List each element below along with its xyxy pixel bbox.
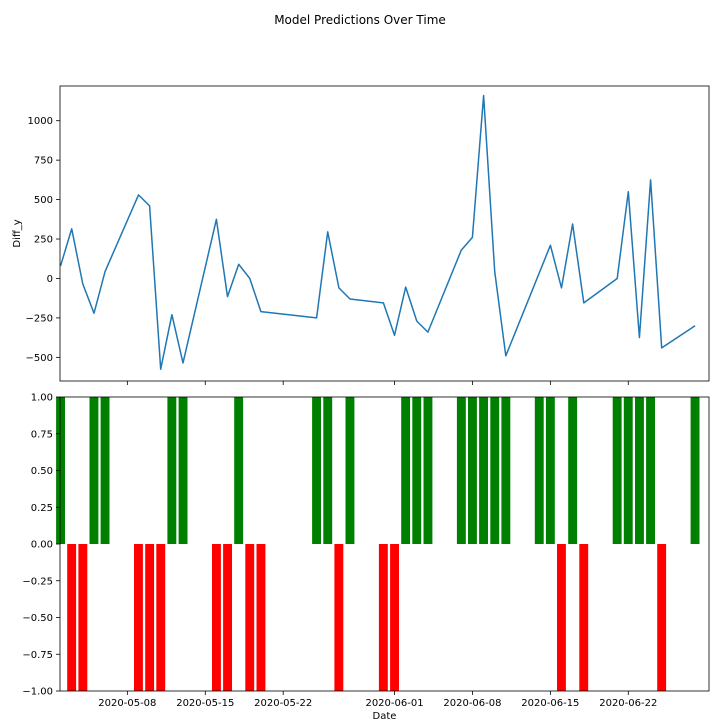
positive-bar	[635, 397, 644, 544]
bar-chart-x-tick-label: 2020-05-22	[254, 698, 312, 709]
positive-bar	[545, 397, 555, 544]
bar-chart-x-tick-label: 2020-06-15	[521, 698, 579, 709]
negative-bar	[223, 544, 232, 691]
line-chart-y-tick-label: 0	[47, 274, 53, 285]
positive-bar	[100, 397, 110, 544]
bar-chart-y-tick-label: −0.25	[22, 576, 53, 587]
positive-bar	[412, 397, 422, 544]
line-chart-y-tick-label: 250	[34, 235, 53, 246]
bar-chart-y-tick-label: 0.75	[31, 429, 53, 440]
bar-chart-y-tick-label: −0.50	[22, 613, 53, 624]
line-chart-y-tick-label: 750	[34, 156, 53, 167]
line-chart-y-tick-label: −250	[26, 313, 53, 324]
positive-bar	[479, 397, 488, 544]
bar-chart-panel: −1.00 −0.75 −0.50 −0.25 0.00 0.25 0.50 0.75 1.00…	[22, 393, 710, 720]
positive-bar	[167, 397, 177, 544]
bar-chart-x-tick-label: 2020-06-01	[365, 698, 423, 709]
line-chart-x-ticks	[126, 381, 629, 385]
diff-y-series-line	[59, 94, 696, 370]
positive-bar	[323, 397, 333, 544]
bar-chart-y-tick-label: 1.00	[31, 393, 53, 404]
bar-chart-y-ticks: −1.00 −0.75 −0.50 −0.25 0.00 0.25 0.50 0.75 1.00	[22, 393, 60, 698]
positive-bar	[468, 397, 477, 544]
positive-bar	[568, 397, 578, 544]
bar-chart-y-tick-label: 0.25	[31, 503, 53, 514]
bar-chart-frame	[59, 396, 710, 692]
line-chart-y-label: Diff_y	[12, 219, 23, 247]
positive-bar	[312, 397, 321, 544]
negative-bar	[378, 544, 388, 691]
positive-bar	[612, 397, 622, 544]
bar-chart-y-tick-label: 0.00	[31, 540, 53, 551]
line-chart-y-tick-label: −500	[26, 353, 53, 364]
negative-bar	[145, 544, 155, 691]
negative-bar	[212, 544, 221, 691]
bar-chart-marks	[56, 397, 700, 691]
figure-title: Model Predictions Over Time	[274, 13, 446, 27]
negative-bar	[390, 544, 399, 691]
negative-bar	[78, 544, 88, 691]
positive-bar	[456, 397, 466, 544]
positive-bar	[690, 397, 700, 544]
line-chart-marks	[59, 94, 696, 370]
positive-bar	[56, 397, 65, 544]
negative-bar	[256, 544, 266, 691]
positive-bar	[490, 397, 500, 544]
line-chart-frame	[59, 85, 710, 382]
positive-bar	[401, 397, 411, 544]
negative-bar	[156, 544, 166, 691]
line-chart-y-tick-label: 1000	[28, 116, 53, 127]
negative-bar	[557, 544, 566, 691]
bar-chart-x-ticks: 2020-05-08 2020-05-15 2020-05-22 2020-06-01…	[98, 691, 657, 709]
bar-chart-x-tick-label: 2020-06-08	[443, 698, 501, 709]
line-chart-y-ticks: −500 −250 0 250 500 750 1000	[26, 116, 60, 364]
bar-chart-x-label: Date	[373, 711, 397, 720]
line-chart-y-tick-label: 500	[34, 195, 53, 206]
negative-bar	[134, 544, 143, 691]
bar-chart-y-tick-label: −0.75	[22, 650, 53, 661]
line-chart-panel: −500 −250 0 250 500 750 1000 Diff_y	[12, 85, 710, 385]
positive-bar	[234, 397, 244, 544]
bar-chart-x-tick-label: 2020-05-15	[176, 698, 234, 709]
negative-bar	[657, 544, 667, 691]
bar-chart-y-tick-label: −1.00	[22, 687, 53, 698]
bar-chart-x-tick-label: 2020-05-08	[98, 698, 156, 709]
bar-chart-y-tick-label: 0.50	[31, 466, 53, 477]
positive-bar	[345, 397, 355, 544]
positive-bar	[623, 397, 633, 544]
positive-bar	[501, 397, 511, 544]
negative-bar	[67, 544, 77, 691]
negative-bar	[334, 544, 344, 691]
positive-bar	[178, 397, 188, 544]
positive-bar	[423, 397, 433, 544]
positive-bar	[646, 397, 655, 544]
positive-bar	[89, 397, 99, 544]
negative-bar	[245, 544, 255, 691]
bar-chart-x-tick-label: 2020-06-22	[599, 698, 657, 709]
negative-bar	[579, 544, 589, 691]
positive-bar	[534, 397, 544, 544]
